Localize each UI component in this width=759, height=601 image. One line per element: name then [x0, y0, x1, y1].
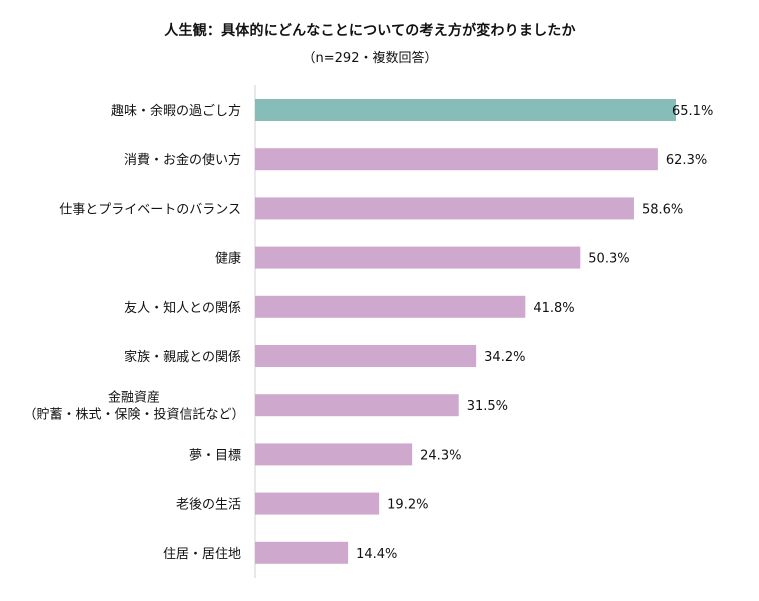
category-label: 趣味・余暇の過ごし方 — [111, 103, 241, 119]
value-label: 58.6% — [642, 202, 683, 217]
bar — [255, 443, 413, 466]
category-label-line: 住居・居住地 — [163, 547, 241, 562]
category-label: 金融資産（貯蓄・株式・保険・投資信託など） — [23, 390, 244, 423]
category-label-line: 老後の生活 — [176, 498, 241, 513]
value-label: 34.2% — [484, 350, 525, 365]
category-label: 老後の生活 — [176, 498, 241, 513]
bar — [255, 246, 581, 269]
category-label-line: 仕事とプライベートのバランス — [59, 202, 241, 217]
chart-subtitle: （n=292・複数回答） — [302, 51, 438, 66]
value-label: 14.4% — [356, 547, 397, 562]
category-label: 消費・お金の使い方 — [124, 152, 241, 168]
value-label: 41.8% — [533, 301, 574, 316]
category-label: 仕事とプライベートのバランス — [59, 202, 241, 217]
bar — [255, 99, 676, 121]
bar — [255, 197, 634, 220]
category-label-line: 夢・目標 — [189, 448, 241, 463]
bar — [255, 492, 380, 515]
bar — [255, 345, 477, 367]
category-label-line: 金融資産 — [108, 390, 160, 406]
bar — [255, 148, 658, 171]
value-label: 65.1% — [672, 104, 713, 119]
category-label: 家族・親戚との関係 — [124, 349, 241, 365]
value-label: 50.3% — [588, 252, 629, 267]
category-label-line: （貯蓄・株式・保険・投資信託など） — [23, 407, 244, 423]
category-label-line: 家族・親戚との関係 — [124, 349, 241, 365]
value-label: 19.2% — [387, 498, 428, 513]
bar — [255, 541, 349, 564]
bar — [255, 295, 526, 318]
category-label: 健康 — [215, 251, 241, 267]
bar — [255, 394, 459, 417]
category-label-line: 趣味・余暇の過ごし方 — [111, 103, 241, 119]
category-label: 住居・居住地 — [163, 547, 241, 562]
chart-title: 人生観：具体的にどんなことについての考え方が変わりましたか — [164, 23, 576, 39]
category-label: 友人・知人との関係 — [124, 300, 241, 316]
category-label: 夢・目標 — [189, 448, 241, 463]
category-label-line: 友人・知人との関係 — [124, 300, 241, 316]
category-label-line: 健康 — [215, 251, 241, 267]
value-label: 24.3% — [420, 448, 461, 463]
value-label: 31.5% — [467, 399, 508, 414]
value-label: 62.3% — [666, 153, 707, 168]
category-label-line: 消費・お金の使い方 — [124, 152, 241, 168]
